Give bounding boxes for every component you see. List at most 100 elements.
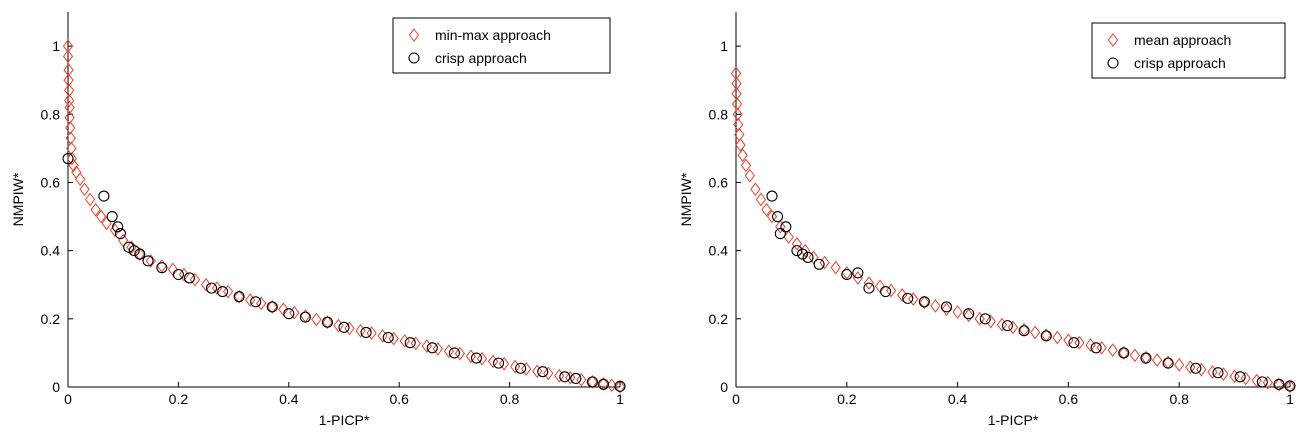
data-point-circle (404, 337, 416, 349)
data-point-diamond (211, 281, 223, 295)
data-point-circle (1118, 347, 1130, 359)
data-point-circle (766, 190, 778, 202)
y-axis-label: NMPIW* (10, 172, 26, 226)
data-point-diamond (587, 375, 598, 389)
data-point-diamond (388, 331, 399, 346)
x-tick-label: 0 (732, 391, 740, 407)
data-point-circle (183, 272, 195, 284)
data-point-diamond (63, 93, 75, 108)
data-point-circle (1212, 367, 1224, 379)
data-point-diamond (1229, 369, 1240, 384)
series-diamond (730, 66, 1296, 394)
data-point-diamond (1262, 375, 1273, 390)
x-axis-label: 1-PICP* (319, 412, 370, 428)
x-tick-label: 0 (64, 391, 72, 407)
data-point-diamond (245, 293, 256, 307)
data-point-diamond (1240, 371, 1251, 386)
data-point-circle (771, 210, 784, 223)
data-point-diamond (256, 296, 267, 311)
x-tick-label: 0.6 (389, 391, 409, 407)
data-point-diamond (737, 148, 748, 163)
data-point-circle (448, 347, 460, 359)
data-point-circle (796, 248, 809, 260)
data-point-circle (1284, 380, 1296, 392)
data-point-diamond (1118, 346, 1129, 360)
data-point-diamond (399, 334, 410, 348)
data-point-diamond (1251, 373, 1262, 388)
data-point-diamond (95, 209, 107, 224)
data-point-diamond (740, 158, 752, 173)
data-point-diamond (885, 283, 897, 298)
legend-label: min-max approach (435, 27, 551, 43)
series-diamond (62, 39, 626, 394)
data-point-diamond (1007, 320, 1019, 335)
data-point-diamond (841, 265, 852, 280)
data-point-diamond (952, 305, 963, 319)
data-point-circle (780, 221, 792, 233)
y-axis-label: NMPIW* (678, 172, 694, 226)
data-point-diamond (731, 86, 742, 101)
legend-box (392, 17, 611, 74)
data-point-diamond (521, 362, 532, 376)
y-tick-label: 0.2 (41, 311, 61, 327)
data-point-circle (123, 241, 135, 253)
data-point-circle (321, 316, 333, 328)
data-point-diamond (355, 323, 366, 338)
data-point-circle (1040, 330, 1052, 342)
data-point-diamond (1185, 360, 1196, 375)
data-point-diamond (755, 192, 767, 207)
data-point-diamond (65, 131, 76, 145)
data-point-diamond (766, 209, 778, 224)
data-point-diamond (178, 267, 190, 282)
data-point-diamond (63, 73, 74, 88)
data-point-circle (597, 378, 609, 390)
data-point-diamond (65, 121, 76, 135)
data-point-diamond (200, 277, 212, 292)
data-point-circle (614, 380, 626, 392)
data-point-diamond (145, 254, 156, 268)
data-point-diamond (366, 326, 377, 340)
data-point-circle (902, 292, 914, 304)
x-tick-label: 0.2 (169, 391, 189, 407)
data-point-diamond (791, 236, 803, 251)
data-point-circle (62, 153, 74, 165)
data-point-diamond (1107, 343, 1118, 358)
data-point-circle (142, 255, 154, 267)
data-point-diamond (744, 168, 755, 183)
data-point-diamond (731, 97, 743, 111)
data-point-diamond (278, 302, 289, 317)
data-point-diamond (750, 182, 761, 197)
x-tick-label: 0.6 (1059, 391, 1079, 407)
data-point-diamond (311, 312, 322, 327)
data-point-circle (106, 210, 118, 223)
data-point-diamond (167, 262, 179, 277)
data-point-diamond (930, 299, 941, 313)
data-point-diamond (730, 66, 742, 81)
data-point-diamond (432, 341, 443, 356)
data-point-diamond (410, 336, 421, 351)
data-point-diamond (543, 366, 554, 381)
data-point-circle (1018, 325, 1030, 337)
y-tick-label: 0 (52, 379, 60, 395)
data-point-circle (283, 308, 295, 320)
legend-marker-circle (408, 52, 420, 64)
data-point-diamond (852, 271, 864, 285)
y-tick-label: 1 (720, 38, 728, 54)
data-point-diamond (819, 255, 830, 270)
data-point-diamond (1096, 340, 1107, 355)
data-point-diamond (1174, 358, 1185, 372)
data-point-diamond (443, 344, 455, 359)
data-point-diamond (1273, 377, 1285, 392)
data-point-circle (112, 221, 124, 233)
data-point-diamond (84, 192, 96, 207)
data-point-diamond (66, 151, 77, 166)
data-point-diamond (1151, 353, 1163, 367)
data-point-circle (863, 282, 875, 294)
data-point-circle (570, 372, 582, 385)
legend-marker-diamond (1107, 33, 1119, 47)
data-point-diamond (576, 373, 587, 387)
data-point-circle (1256, 376, 1268, 388)
data-point-circle (963, 308, 975, 320)
data-point-circle (813, 258, 825, 270)
series-circle (62, 153, 626, 392)
